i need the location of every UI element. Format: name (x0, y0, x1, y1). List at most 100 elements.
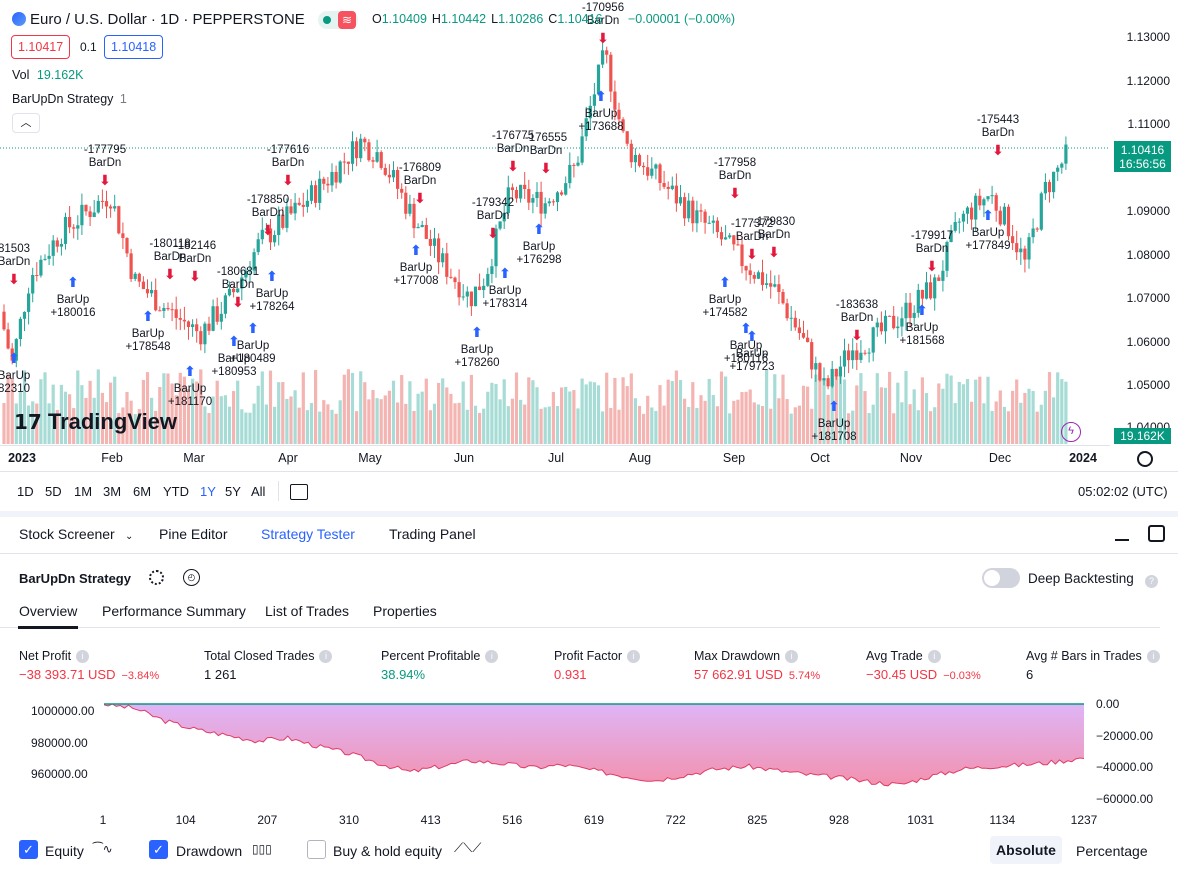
range-button-1y[interactable]: 1Y (200, 484, 216, 499)
range-button-6m[interactable]: 6M (133, 484, 152, 499)
range-button-1m[interactable]: 1M (74, 484, 93, 499)
date-range-calendar-icon[interactable] (290, 484, 308, 500)
volume-bar (506, 406, 510, 444)
panel-tab-trading-panel[interactable]: Trading Panel (389, 526, 476, 542)
panel-tab-stock-screener[interactable]: Stock Screener (19, 526, 115, 542)
deep-backtesting-info-icon[interactable]: ? (1145, 572, 1158, 590)
candle-body (892, 315, 896, 329)
candle-body (10, 348, 14, 361)
subtab-performance-summary[interactable]: Performance Summary (102, 603, 246, 619)
volume-bar (260, 371, 264, 444)
price-chart[interactable]: 81503 BarDn ⬇ BarUp +180016 ⬆ -177795 BarDn ⬇… (0, 0, 1110, 445)
candle-body (14, 339, 18, 361)
volume-bar (920, 377, 924, 444)
volume-bar (125, 392, 129, 444)
candle-body (137, 273, 141, 282)
candlestick-chart[interactable] (0, 0, 1110, 445)
subtab-overview[interactable]: Overview (19, 603, 78, 619)
candle-body (428, 238, 432, 246)
volume-bar (236, 380, 240, 444)
lightning-icon[interactable]: ϟ (1061, 422, 1081, 442)
range-button-3m[interactable]: 3M (103, 484, 122, 499)
price-axis[interactable]: 1.130001.120001.110001.100001.090001.080… (1110, 0, 1178, 445)
minimize-panel-icon[interactable] (1115, 539, 1129, 541)
volume-bar (1023, 392, 1027, 444)
drawdown-checkbox[interactable]: ✓ (149, 840, 168, 859)
info-icon[interactable]: i (485, 650, 499, 663)
candle-body (199, 331, 203, 345)
volume-bar (432, 403, 437, 444)
panel-tab-strategy-tester[interactable]: Strategy Tester (261, 526, 355, 542)
candle-body (363, 138, 367, 143)
time-axis[interactable] (0, 445, 1110, 470)
candle-body (871, 327, 875, 353)
indicator-legend[interactable]: BarUpDn Strategy 1 (12, 92, 127, 106)
chart-settings-gear-icon[interactable] (1137, 451, 1153, 467)
info-icon[interactable]: i (1146, 650, 1160, 663)
volume-bar (855, 385, 859, 444)
candle-body (650, 168, 654, 176)
bar-dn-label: -183638 BarDn (835, 299, 879, 324)
info-icon[interactable]: i (319, 650, 333, 663)
utc-clock[interactable]: 05:02:02 (UTC) (1078, 484, 1168, 499)
candle-body (494, 228, 498, 267)
buy-hold-checkbox[interactable] (307, 840, 326, 859)
info-icon[interactable]: i (927, 650, 941, 663)
volume-bar (740, 392, 744, 444)
candle-body (555, 192, 560, 203)
candle-body (104, 201, 109, 207)
equity-axis-label: 960000.00 (31, 767, 88, 781)
volume-bar (875, 373, 879, 444)
percentage-mode-button[interactable]: Percentage (1076, 843, 1148, 859)
info-icon[interactable]: i (627, 650, 641, 663)
equity-checkbox[interactable]: ✓ (19, 840, 38, 859)
candle-body (830, 368, 834, 387)
absolute-mode-button[interactable]: Absolute (990, 836, 1062, 864)
deep-backtesting-toggle[interactable] (982, 568, 1020, 588)
candle-body (6, 329, 10, 349)
subtab-properties[interactable]: Properties (373, 603, 437, 619)
panel-separator[interactable] (0, 511, 1178, 517)
range-button-all[interactable]: All (251, 484, 266, 499)
volume-bar (912, 389, 916, 444)
volume-bar (133, 413, 137, 444)
range-button-1d[interactable]: 1D (17, 484, 34, 499)
price-change: −0.00001 (−0.00%) (628, 12, 736, 26)
candle-body (186, 321, 191, 328)
candle-body (834, 368, 838, 377)
volume-bar (715, 406, 719, 444)
range-button-5y[interactable]: 5Y (225, 484, 241, 499)
bar-up-label: BarUp +178264 (249, 288, 295, 313)
volume-bar (117, 413, 121, 444)
equity-chart[interactable] (0, 692, 1178, 827)
panel-tab-pine-editor[interactable]: Pine Editor (159, 526, 228, 542)
bar-dn-label: -175443 BarDn (976, 114, 1020, 139)
info-icon[interactable]: i (785, 650, 799, 663)
candle-body (1047, 181, 1052, 193)
candle-body (863, 352, 867, 354)
volume-bar (379, 399, 383, 444)
volume-bar (965, 379, 970, 444)
volume-bar (350, 372, 355, 444)
equity-label: Equity (45, 843, 84, 859)
volume-bar (408, 381, 412, 444)
buy-price-button[interactable]: 1.10418 (104, 35, 164, 59)
candle-body (318, 178, 322, 203)
sell-price-button[interactable]: 1.10417 (11, 35, 71, 59)
drawdown-label: Drawdown (176, 843, 243, 859)
subtab-list-of-trades[interactable]: List of Trades (265, 603, 350, 619)
stock-screener-chevron-down-icon[interactable]: ⌄ (125, 531, 134, 542)
info-icon[interactable]: i (76, 650, 90, 663)
alert-clock-icon[interactable]: ◴ (183, 569, 200, 586)
candle-body (158, 310, 162, 312)
maximize-panel-icon[interactable] (1148, 525, 1165, 542)
collapse-legend-button[interactable]: ︿ (12, 113, 40, 133)
range-toolbar (0, 471, 1178, 511)
range-button-5d[interactable]: 5D (45, 484, 62, 499)
symbol-title[interactable]: Euro / U.S. Dollar · 1D · PEPPERSTONE (30, 11, 305, 28)
candle-body (334, 171, 338, 183)
volume-bar (22, 370, 27, 444)
market-status[interactable]: ≋ (318, 11, 358, 29)
range-button-ytd[interactable]: YTD (163, 484, 189, 499)
strategy-settings-gear-icon[interactable] (149, 570, 164, 585)
